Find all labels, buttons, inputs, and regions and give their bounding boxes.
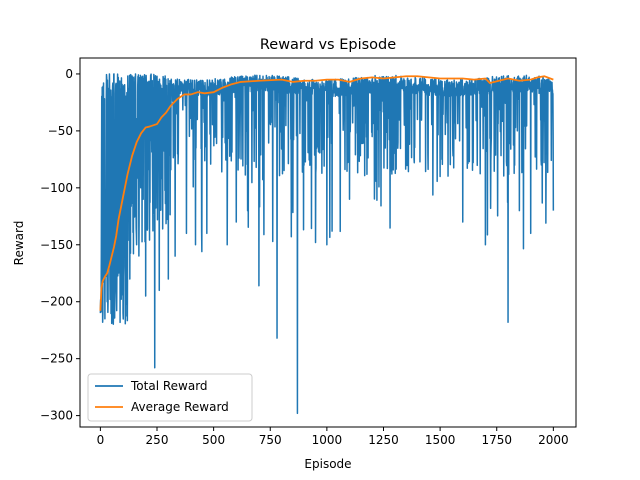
x-tick-label-750: 750 — [259, 433, 282, 447]
x-tick-label-2000: 2000 — [538, 433, 569, 447]
x-tick-label-1000: 1000 — [312, 433, 343, 447]
y-tick-label--200: −200 — [40, 295, 73, 309]
x-tick-label-0: 0 — [97, 433, 105, 447]
plot-frame — [79, 57, 577, 428]
legend-box — [87, 373, 253, 422]
x-axis-title: Episode — [304, 457, 351, 471]
legend-label-1: Average Reward — [131, 400, 229, 414]
y-tick-label--250: −250 — [40, 352, 73, 366]
series-total-reward-line — [99, 73, 555, 415]
plot-area — [99, 73, 555, 415]
y-tick-label-0: 0 — [65, 67, 73, 81]
x-tick-label-1500: 1500 — [425, 433, 456, 447]
y-tick-label--100: −100 — [40, 181, 73, 195]
legend: Total Reward Average Reward — [87, 373, 253, 422]
x-tick-label-500: 500 — [202, 433, 225, 447]
x-tick-label-1750: 1750 — [481, 433, 512, 447]
y-tick-label--150: −150 — [40, 238, 73, 252]
x-tick-label-1250: 1250 — [368, 433, 399, 447]
series-average-reward-line — [99, 75, 554, 311]
y-tick-label--50: −50 — [48, 124, 73, 138]
chart-title: Reward vs Episode — [260, 37, 396, 53]
y-tick-label--300: −300 — [40, 409, 73, 423]
legend-label-0: Total Reward — [130, 379, 208, 393]
y-axis-title: Reward — [12, 221, 26, 266]
x-tick-label-250: 250 — [146, 433, 169, 447]
